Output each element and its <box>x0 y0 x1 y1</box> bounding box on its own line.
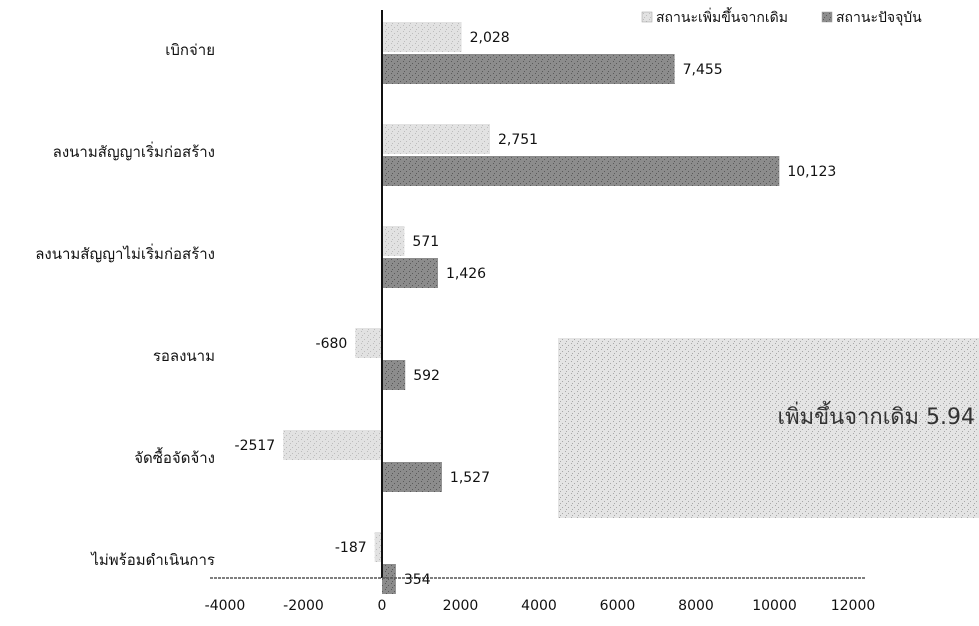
bar-current-5 <box>382 564 396 594</box>
category-label-1: ลงนามสัญญาเริ่มก่อสร้าง <box>53 141 215 161</box>
x-tick-label-7: 10000 <box>752 598 797 614</box>
legend-label-1: สถานะปัจจุบัน <box>836 10 922 26</box>
bar-current-4 <box>382 462 442 492</box>
category-label-0: เบิกจ่าย <box>165 41 215 59</box>
category-label-3: รอลงนาม <box>153 347 215 365</box>
bar-current-2 <box>382 258 438 288</box>
x-tick-label-8: 12000 <box>831 598 876 614</box>
bar-increase-2 <box>382 226 405 256</box>
bar-increase-5 <box>374 532 382 562</box>
bar-current-0 <box>382 54 675 84</box>
x-tick-label-0: -4000 <box>205 598 246 614</box>
data-label-increase-4: -2517 <box>235 438 276 454</box>
data-label-increase-2: 571 <box>412 234 439 250</box>
x-tick-label-5: 6000 <box>600 598 636 614</box>
legend-label-0: สถานะเพิ่มขึ้นจากเดิม <box>656 7 788 26</box>
category-label-5: ไม่พร้อมดำเนินการ <box>90 551 215 569</box>
bar-current-3 <box>382 360 406 390</box>
data-label-current-3: 592 <box>413 368 440 384</box>
x-tick-label-4: 4000 <box>521 598 557 614</box>
legend-swatch-1 <box>821 11 833 23</box>
x-tick-label-1: -2000 <box>283 598 324 614</box>
bar-increase-1 <box>382 124 490 154</box>
annotation-box <box>558 338 979 518</box>
data-label-current-2: 1,426 <box>446 266 486 282</box>
category-label-2: ลงนามสัญญาไม่เริ่มก่อสร้าง <box>35 243 215 263</box>
data-label-current-5: 354 <box>404 572 431 588</box>
category-label-4: จัดซื้อจัดจ้าง <box>134 447 215 467</box>
x-tick-label-6: 8000 <box>678 598 714 614</box>
x-tick-label-2: 0 <box>378 598 387 614</box>
data-label-current-4: 1,527 <box>450 470 490 486</box>
data-label-current-1: 10,123 <box>787 164 836 180</box>
data-label-increase-3: -680 <box>316 336 348 352</box>
bar-current-1 <box>382 156 780 186</box>
bar-increase-0 <box>382 22 462 52</box>
legend-swatch-0 <box>641 11 653 23</box>
bar-increase-3 <box>355 328 382 358</box>
data-label-increase-5: -187 <box>335 540 367 556</box>
bar-increase-4 <box>283 430 382 460</box>
annotation-text: เพิ่มขึ้นจากเดิม 5.94 <box>778 401 975 430</box>
data-label-current-0: 7,455 <box>683 62 723 78</box>
data-label-increase-0: 2,028 <box>470 30 510 46</box>
x-tick-label-3: 2000 <box>443 598 479 614</box>
data-label-increase-1: 2,751 <box>498 132 538 148</box>
